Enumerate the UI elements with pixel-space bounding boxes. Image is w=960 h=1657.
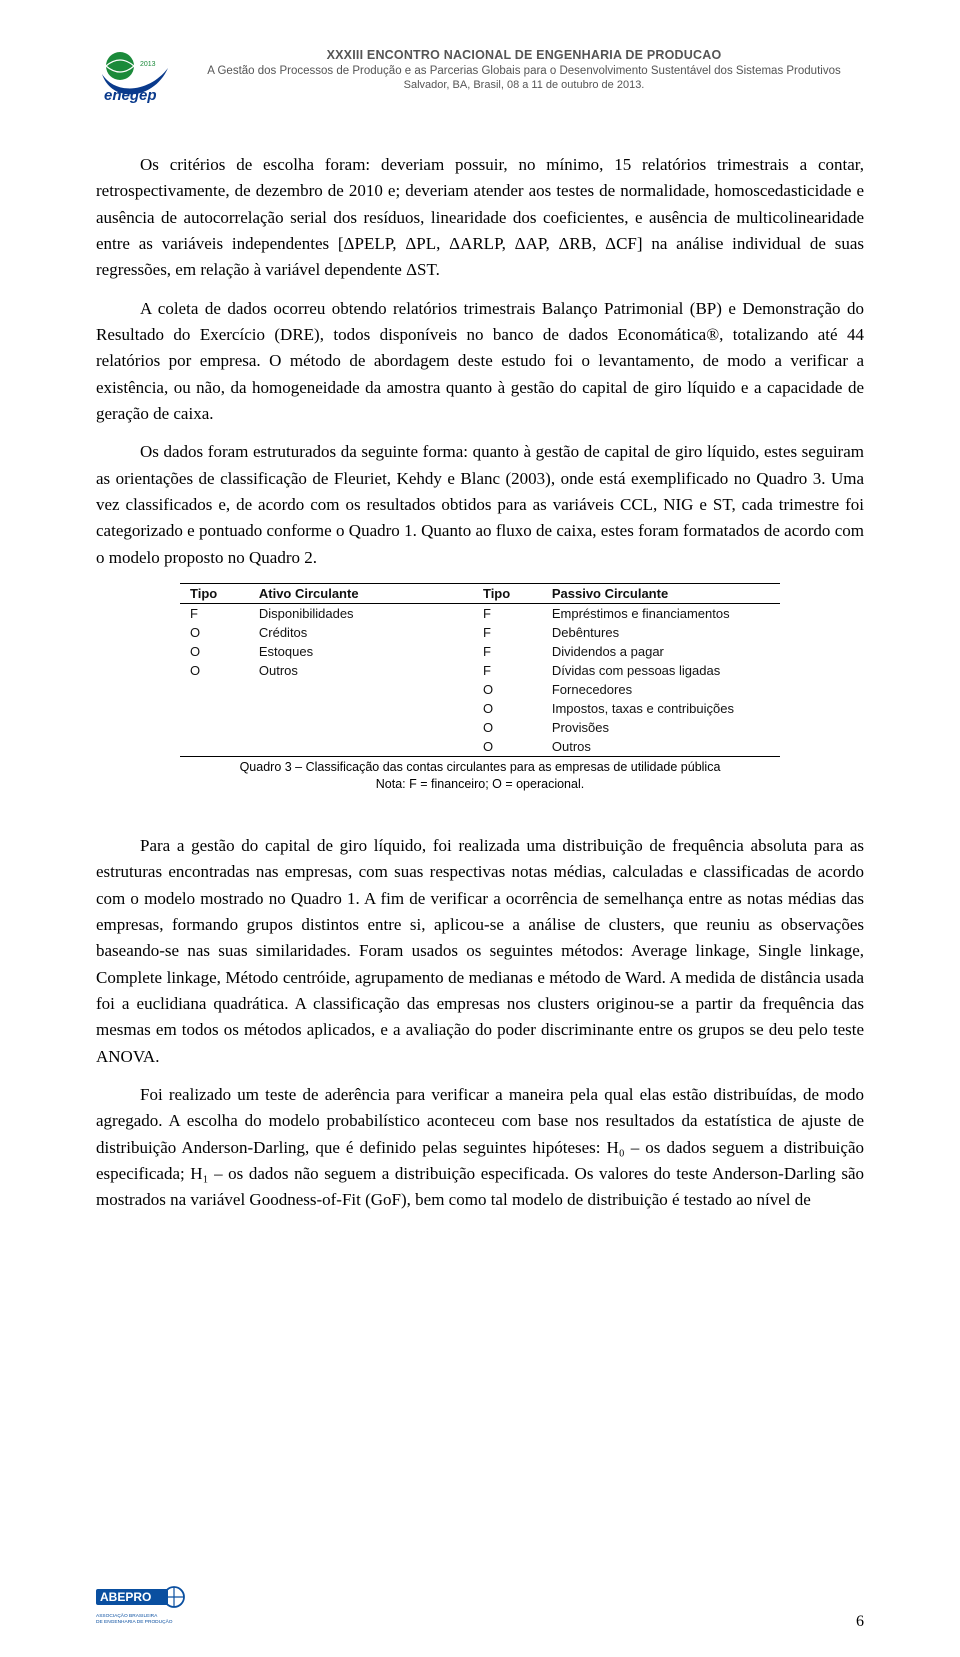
article-body: Os critérios de escolha foram: deveriam …: [96, 152, 864, 571]
cell-tipo2: F: [473, 661, 542, 680]
cell-ac: [249, 718, 473, 737]
table-row: O Provisões: [180, 718, 780, 737]
caption-line-2: Nota: F = financeiro; O = operacional.: [376, 777, 584, 791]
cell-pc: Debêntures: [542, 623, 780, 642]
page-number: 6: [856, 1613, 864, 1631]
document-page: 2013 enegep XXXIII ENCONTRO NACIONAL DE …: [0, 0, 960, 1657]
cell-tipo: [180, 737, 249, 757]
paragraph-1: Os critérios de escolha foram: deveriam …: [96, 152, 864, 284]
conference-subtitle: A Gestão dos Processos de Produção e as …: [184, 64, 864, 78]
cell-ac: Estoques: [249, 642, 473, 661]
quadro-3-table: Tipo Ativo Circulante Tipo Passivo Circu…: [180, 583, 780, 757]
cell-pc: Provisões: [542, 718, 780, 737]
conference-location-date: Salvador, BA, Brasil, 08 a 11 de outubro…: [184, 79, 864, 93]
cell-ac: [249, 699, 473, 718]
conference-title: XXXIII ENCONTRO NACIONAL DE ENGENHARIA D…: [184, 48, 864, 64]
paragraph-2: A coleta de dados ocorreu obtendo relató…: [96, 296, 864, 428]
cell-ac: Disponibilidades: [249, 604, 473, 624]
cell-tipo2: F: [473, 642, 542, 661]
caption-line-1: Quadro 3 – Classificação das contas circ…: [240, 760, 721, 774]
cell-tipo: O: [180, 661, 249, 680]
spacer: [96, 799, 864, 833]
cell-tipo: O: [180, 623, 249, 642]
table-row: O Outros F Dívidas com pessoas ligadas: [180, 661, 780, 680]
cell-ac: [249, 680, 473, 699]
logo-year: 2013: [140, 61, 156, 68]
page-header: 2013 enegep XXXIII ENCONTRO NACIONAL DE …: [96, 48, 864, 108]
cell-pc: Impostos, taxas e contribuições: [542, 699, 780, 718]
cell-pc: Dividendos a pagar: [542, 642, 780, 661]
cell-ac: Créditos: [249, 623, 473, 642]
svg-text:ASSOCIAÇÃO BRASILEIRA: ASSOCIAÇÃO BRASILEIRA: [96, 1612, 158, 1619]
cell-pc: Dívidas com pessoas ligadas: [542, 661, 780, 680]
th-passivo-circulante: Passivo Circulante: [542, 584, 780, 604]
table-row: O Impostos, taxas e contribuições: [180, 699, 780, 718]
quadro-3-caption: Quadro 3 – Classificação das contas circ…: [180, 759, 780, 793]
cell-tipo2: O: [473, 718, 542, 737]
th-tipo-pc: Tipo: [473, 584, 542, 604]
logo-brand: enegep: [104, 87, 157, 104]
cell-tipo2: O: [473, 680, 542, 699]
th-ativo-circulante: Ativo Circulante: [249, 584, 473, 604]
table-header-row: Tipo Ativo Circulante Tipo Passivo Circu…: [180, 584, 780, 604]
abepro-logo: ABEPRO ASSOCIAÇÃO BRASILEIRA DE ENGENHAR…: [96, 1583, 188, 1631]
cell-pc: Empréstimos e financiamentos: [542, 604, 780, 624]
enegep-logo: 2013 enegep: [96, 48, 170, 108]
cell-tipo: [180, 680, 249, 699]
table-row: F Disponibilidades F Empréstimos e finan…: [180, 604, 780, 624]
th-tipo-ac: Tipo: [180, 584, 249, 604]
cell-tipo: F: [180, 604, 249, 624]
abepro-logo-text: ABEPRO: [100, 1590, 151, 1604]
svg-text:DE ENGENHARIA DE PRODUÇÃO: DE ENGENHARIA DE PRODUÇÃO: [96, 1618, 173, 1625]
cell-tipo2: F: [473, 604, 542, 624]
table-body: F Disponibilidades F Empréstimos e finan…: [180, 604, 780, 757]
table-row: O Estoques F Dividendos a pagar: [180, 642, 780, 661]
cell-tipo2: F: [473, 623, 542, 642]
paragraph-5: Foi realizado um teste de aderência para…: [96, 1082, 864, 1214]
cell-tipo: [180, 718, 249, 737]
cell-tipo: [180, 699, 249, 718]
paragraph-4: Para a gestão do capital de giro líquido…: [96, 833, 864, 1070]
cell-ac: Outros: [249, 661, 473, 680]
cell-tipo: O: [180, 642, 249, 661]
table-row: O Outros: [180, 737, 780, 757]
page-footer: ABEPRO ASSOCIAÇÃO BRASILEIRA DE ENGENHAR…: [96, 1583, 864, 1631]
quadro-3-table-container: Tipo Ativo Circulante Tipo Passivo Circu…: [180, 583, 780, 793]
cell-tipo2: O: [473, 699, 542, 718]
paragraph-3: Os dados foram estruturados da seguinte …: [96, 439, 864, 571]
table-row: O Fornecedores: [180, 680, 780, 699]
conference-header-text: XXXIII ENCONTRO NACIONAL DE ENGENHARIA D…: [184, 48, 864, 93]
cell-tipo2: O: [473, 737, 542, 757]
table-row: O Créditos F Debêntures: [180, 623, 780, 642]
cell-ac: [249, 737, 473, 757]
cell-pc: Outros: [542, 737, 780, 757]
article-body-continued: Para a gestão do capital de giro líquido…: [96, 833, 864, 1214]
cell-pc: Fornecedores: [542, 680, 780, 699]
